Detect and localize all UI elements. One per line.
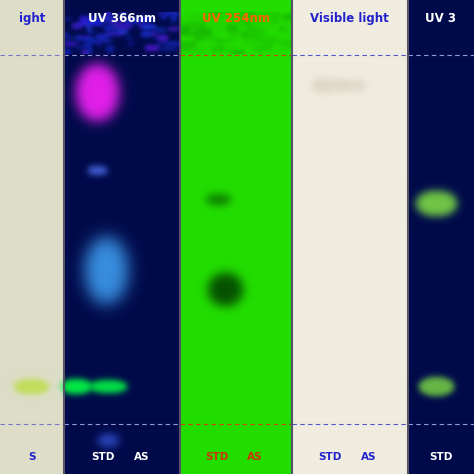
Text: STD: STD [429, 452, 453, 463]
Text: Visible light: Visible light [310, 12, 389, 26]
Text: AS: AS [361, 452, 377, 463]
Text: STD: STD [91, 452, 114, 463]
Text: UV 3: UV 3 [425, 12, 456, 26]
Text: S: S [28, 452, 36, 463]
Text: STD: STD [319, 452, 342, 463]
Text: AS: AS [246, 452, 262, 463]
Text: AS: AS [134, 452, 149, 463]
Text: UV 254nm: UV 254nm [202, 12, 270, 26]
Text: STD: STD [206, 452, 229, 463]
Text: ight: ight [19, 12, 45, 26]
Text: UV 366nm: UV 366nm [88, 12, 156, 26]
